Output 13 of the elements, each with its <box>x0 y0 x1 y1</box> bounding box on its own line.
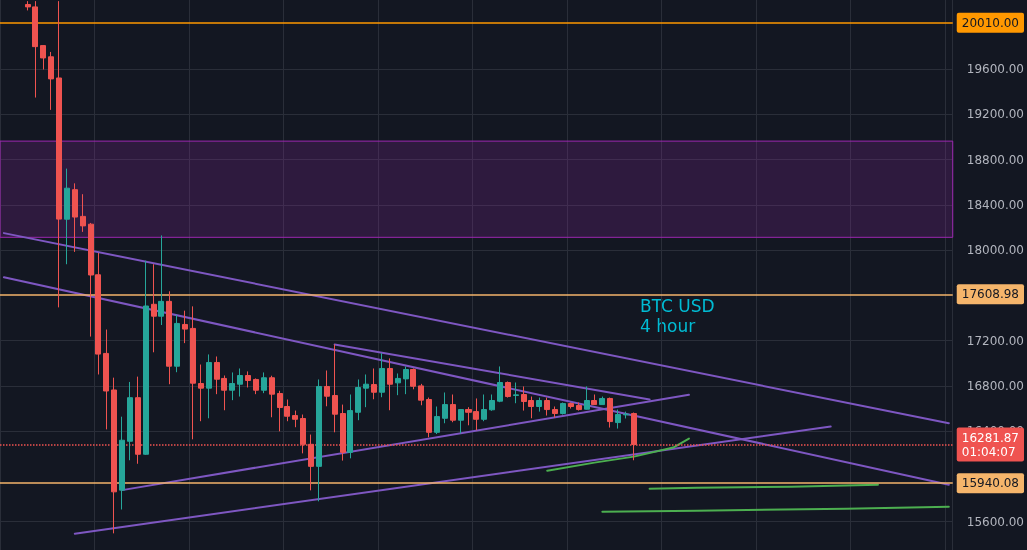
ref-line-label: 20010.00 <box>961 15 1020 30</box>
y-tick-label: 18400.00 <box>966 197 1025 212</box>
y-tick-label: 18000.00 <box>966 243 1025 258</box>
ref-line-label: 15940.08 <box>961 476 1020 491</box>
y-tick-label: 18800.00 <box>966 152 1025 167</box>
y-tick-label: 15600.00 <box>966 514 1025 529</box>
ref-line-label: 17608.98 <box>961 287 1020 302</box>
ref-line-label: 16281.87 01:04:07 <box>961 430 1020 459</box>
y-tick-label: 19200.00 <box>966 107 1025 122</box>
y-tick-label: 19600.00 <box>966 62 1025 77</box>
annotation: BTC USD 4 hour <box>640 296 715 336</box>
y-tick-label: 16800.00 <box>966 378 1025 393</box>
y-tick-label: 17200.00 <box>966 333 1025 348</box>
